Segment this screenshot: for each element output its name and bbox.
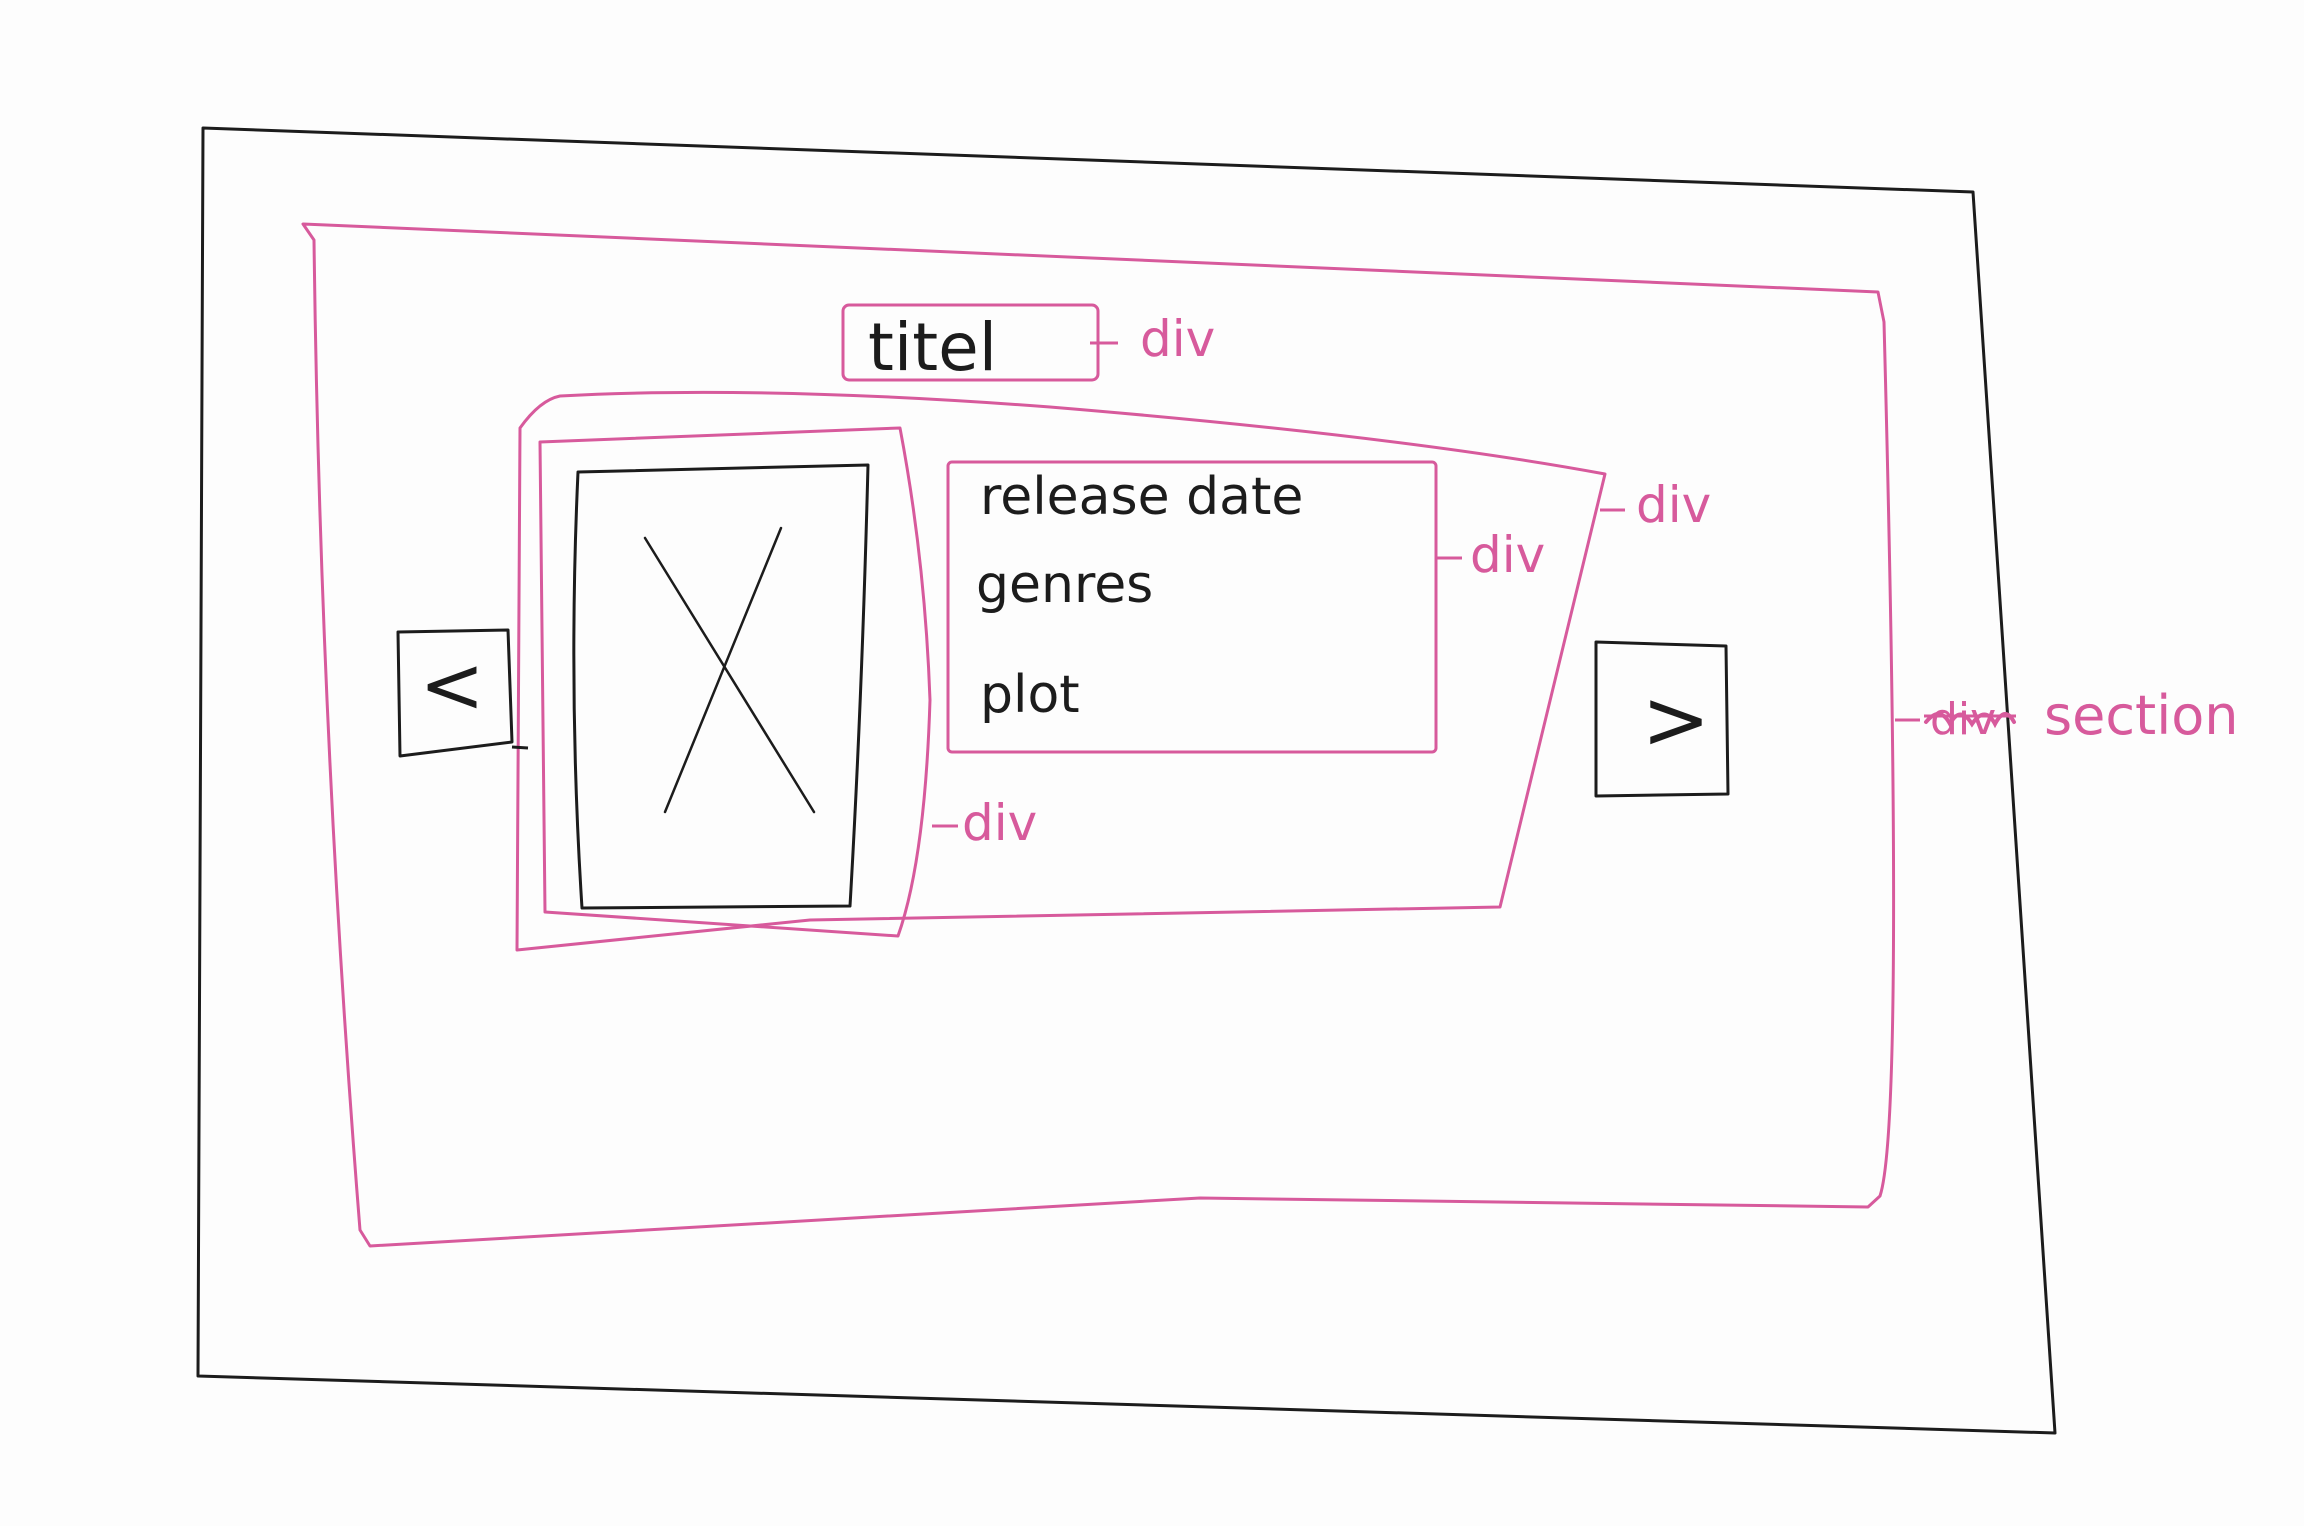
poster-frame <box>538 426 932 938</box>
annotation-info-div: div <box>1470 526 1545 584</box>
annotation-content-div: div <box>1636 476 1711 534</box>
annotation-title-div: div <box>1140 310 1215 368</box>
image-box <box>572 463 870 910</box>
title-text: titel <box>868 309 997 386</box>
annotation-section: section <box>2044 684 2238 747</box>
next-arrow-icon: > <box>1642 673 1711 768</box>
info-box <box>946 460 1438 754</box>
content-frame <box>515 390 1607 952</box>
image-cross-line-b <box>663 526 783 814</box>
image-placeholder-icon <box>572 463 870 910</box>
next-button[interactable]: > <box>1594 640 1730 798</box>
prev-arrow-icon: < <box>419 641 484 731</box>
annotation-section-strike: div <box>1930 694 1996 745</box>
section-frame <box>301 222 1896 1248</box>
prev-button-frame <box>396 628 514 758</box>
image-cross-line-a <box>643 536 816 814</box>
next-button-frame <box>1594 640 1730 798</box>
info-line-plot: plot <box>980 665 1080 725</box>
info-line-release-date: release date <box>980 467 1303 527</box>
info-line-genres: genres <box>976 555 1153 615</box>
annotation-poster-div: div <box>962 794 1037 852</box>
outer-page-frame <box>196 126 2057 1435</box>
prev-button[interactable]: < <box>396 628 529 758</box>
prev-button-connector <box>511 745 529 750</box>
